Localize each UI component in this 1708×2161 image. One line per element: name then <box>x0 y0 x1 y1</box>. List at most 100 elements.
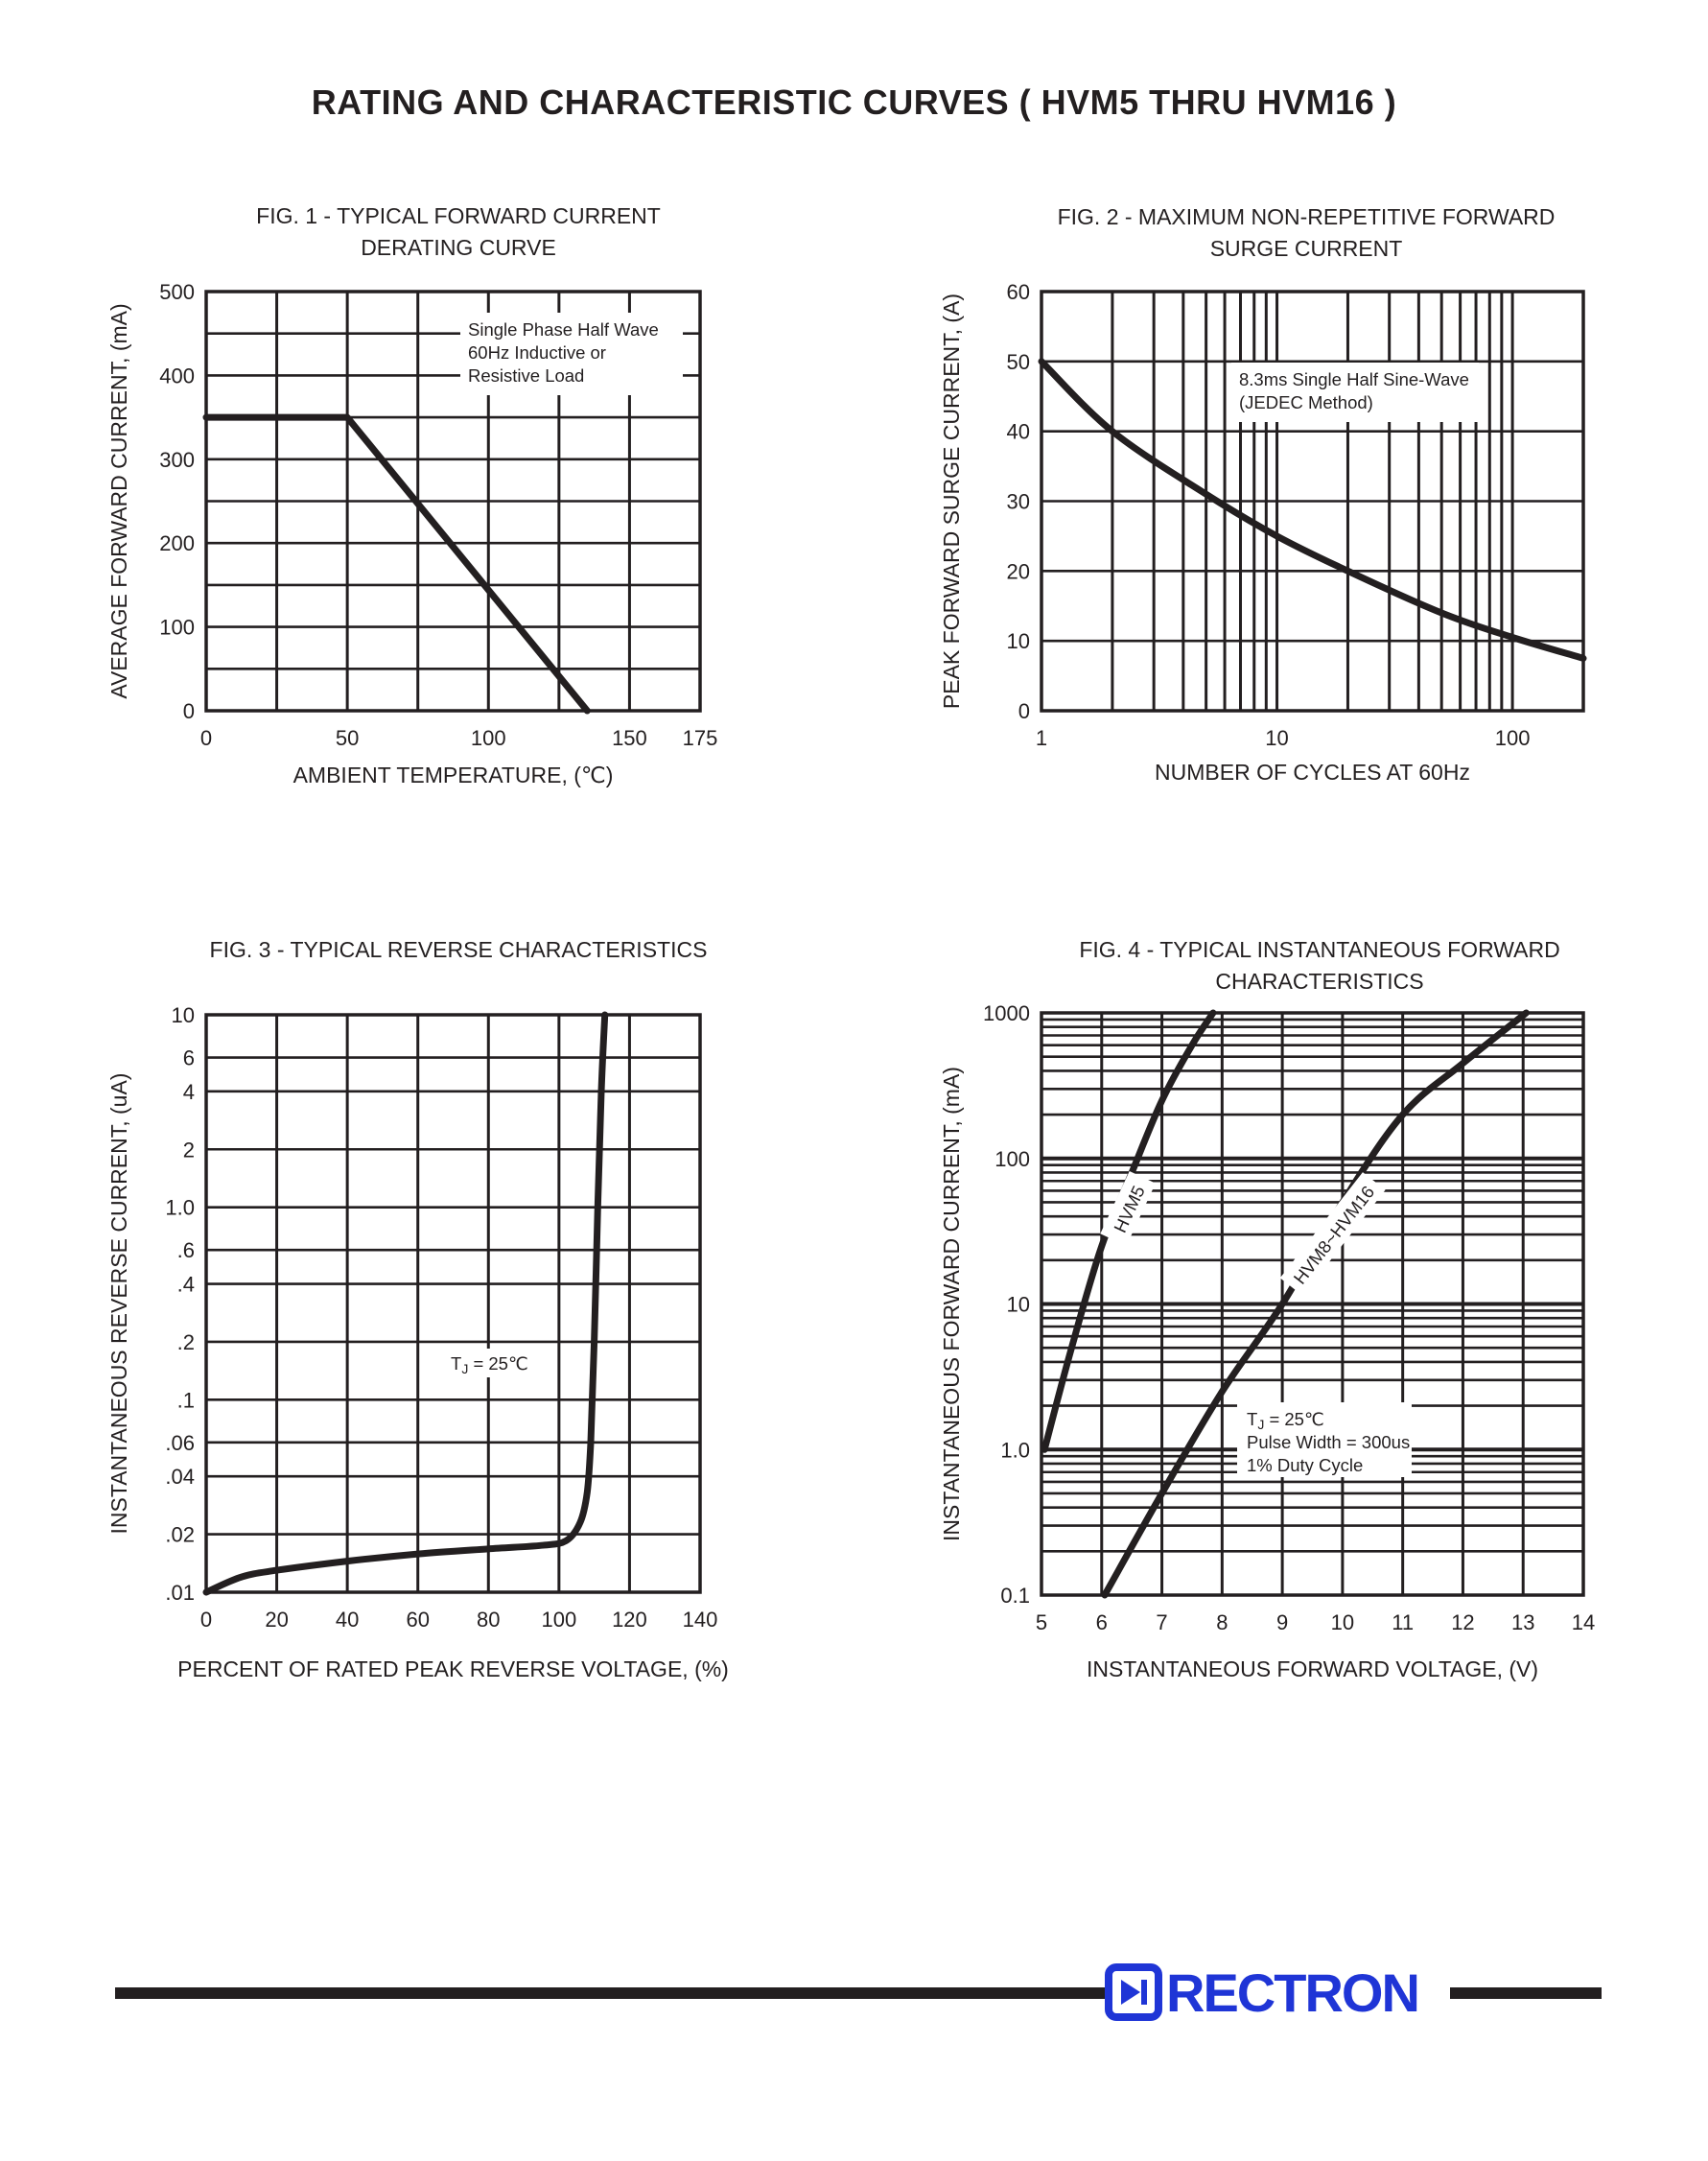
fig2-y-tick-label: 60 <box>1007 280 1030 304</box>
fig3-y-tick-label: 1.0 <box>165 1196 195 1220</box>
fig4-series-label-bg <box>1100 1170 1156 1246</box>
fig1-x-tick-label: 0 <box>200 726 212 750</box>
fig3-title-line: FIG. 3 - TYPICAL REVERSE CHARACTERISTICS <box>210 937 708 962</box>
fig4-x-tick-label: 12 <box>1451 1610 1474 1634</box>
fig4-x-tick-label: 7 <box>1156 1610 1167 1634</box>
fig1-series-0-line <box>202 413 591 715</box>
fig2-title-line: SURGE CURRENT <box>1210 236 1403 261</box>
fig3-y-tick-label: 6 <box>183 1046 195 1070</box>
fig1-x-tick-label: 150 <box>612 726 647 750</box>
fig3-chart: FIG. 3 - TYPICAL REVERSE CHARACTERISTICS… <box>106 937 729 1681</box>
fig3-y-tick-label: 10 <box>172 1003 195 1027</box>
fig3-plot-frame <box>204 1013 702 1594</box>
fig4-annotation-text: TJ = 25℃ <box>1247 1409 1324 1432</box>
fig4-annotation-box <box>1237 1402 1412 1477</box>
fig4-x-tick-label: 8 <box>1216 1610 1228 1634</box>
fig4-series-label-bg <box>1279 1172 1386 1296</box>
fig1-annotation-box <box>460 313 683 395</box>
footer-rule-left <box>115 1987 1107 1999</box>
fig3-y-tick-label: 4 <box>183 1080 195 1104</box>
fig2-x-tick-label: 1 <box>1036 726 1047 750</box>
fig2-plot-frame <box>1040 290 1585 713</box>
fig1-annotation-text: 60Hz Inductive or <box>468 342 606 363</box>
page-title: RATING AND CHARACTERISTIC CURVES ( HVM5 … <box>311 82 1397 122</box>
fig2-y-axis-title: PEAK FORWARD SURGE CURRENT, (A) <box>939 294 964 709</box>
fig4-x-tick-label: 11 <box>1392 1610 1414 1634</box>
fig2-chart: FIG. 2 - MAXIMUM NON-REPETITIVE FORWARD S… <box>939 204 1587 785</box>
fig3-x-tick-label: 100 <box>541 1608 576 1632</box>
fig1-annotation-text: Resistive Load <box>468 365 584 386</box>
fig4-x-axis-title: INSTANTANEOUS FORWARD VOLTAGE, (V) <box>1087 1656 1538 1681</box>
fig4-y-tick-label: 1000 <box>983 1001 1030 1025</box>
fig2-annotation-box <box>1231 363 1479 422</box>
fig3-x-tick-label: 40 <box>336 1608 359 1632</box>
fig1-y-tick-label: 100 <box>159 616 195 640</box>
fig4-y-tick-label: 1.0 <box>1000 1438 1030 1462</box>
fig3-annotation-text: TJ = 25℃ <box>451 1353 528 1376</box>
fig2-series-0-line <box>1038 358 1587 662</box>
fig4-y-axis-title: INSTANTANEOUS FORWARD CURRENT, (mA) <box>939 1067 964 1541</box>
fig4-x-tick-label: 14 <box>1572 1610 1595 1634</box>
fig1-y-tick-label: 0 <box>183 699 195 723</box>
fig1-x-tick-label: 50 <box>336 726 359 750</box>
rectron-diode-icon <box>1105 1963 1162 2021</box>
fig1-y-tick-label: 200 <box>159 531 195 555</box>
fig3-y-tick-label: .06 <box>165 1431 195 1455</box>
fig2-y-tick-label: 0 <box>1018 699 1030 723</box>
fig4-y-tick-label: 0.1 <box>1000 1584 1030 1608</box>
fig3-series-0-line <box>202 1011 609 1596</box>
fig2-x-tick-label: 100 <box>1495 726 1531 750</box>
fig3-y-axis-title: INSTANTANEOUS REVERSE CURRENT, (uA) <box>106 1073 131 1535</box>
fig4-x-tick-label: 13 <box>1511 1610 1534 1634</box>
fig4-x-tick-label: 6 <box>1096 1610 1108 1634</box>
fig4-chart: FIG. 4 - TYPICAL INSTANTANEOUS FORWARD CH… <box>939 937 1595 1681</box>
fig1-title-line: DERATING CURVE <box>361 235 556 260</box>
fig3-y-tick-label: .2 <box>177 1330 195 1354</box>
fig3-x-axis-title: PERCENT OF RATED PEAK REVERSE VOLTAGE, (… <box>177 1656 729 1681</box>
fig3-y-tick-label: .02 <box>165 1523 195 1547</box>
fig4-title-line: FIG. 4 - TYPICAL INSTANTANEOUS FORWARD <box>1079 937 1559 962</box>
fig4-x-tick-label: 10 <box>1331 1610 1354 1634</box>
fig1-y-axis-title: AVERAGE FORWARD CURRENT, (mA) <box>106 303 131 698</box>
fig2-y-tick-label: 20 <box>1007 559 1030 583</box>
fig1-plot-frame <box>204 290 702 713</box>
fig2-y-tick-label: 50 <box>1007 350 1030 374</box>
fig1-y-tick-label: 300 <box>159 448 195 472</box>
fig1-annotation-text: Single Phase Half Wave <box>468 319 659 340</box>
fig2-x-axis-title: NUMBER OF CYCLES AT 60Hz <box>1155 760 1470 785</box>
fig1-x-axis-title: AMBIENT TEMPERATURE, (℃) <box>293 763 614 787</box>
fig2-y-tick-label: 40 <box>1007 420 1030 444</box>
fig1-x-tick-label: 175 <box>683 726 718 750</box>
fig2-title-line: FIG. 2 - MAXIMUM NON-REPETITIVE FORWARD <box>1058 204 1556 229</box>
fig3-y-tick-label: .01 <box>165 1581 195 1605</box>
fig3-x-tick-label: 0 <box>200 1608 212 1632</box>
fig3-y-tick-label: .1 <box>177 1388 195 1412</box>
fig3-y-tick-label: 2 <box>183 1138 195 1162</box>
fig1-x-tick-label: 100 <box>471 726 506 750</box>
rectron-logo: RECTRON <box>1105 1961 1420 2023</box>
fig2-y-tick-label: 30 <box>1007 490 1030 514</box>
fig1-chart: FIG. 1 - TYPICAL FORWARD CURRENT DERATING… <box>106 203 718 787</box>
fig3-x-tick-label: 120 <box>612 1608 647 1632</box>
fig3-y-tick-label: .4 <box>177 1273 195 1297</box>
fig1-y-tick-label: 500 <box>159 280 195 304</box>
fig4-y-tick-label: 100 <box>994 1147 1030 1171</box>
fig2-y-tick-label: 10 <box>1007 629 1030 653</box>
rectron-wordmark: RECTRON <box>1166 1961 1420 2023</box>
fig2-annotation-text: 8.3ms Single Half Sine-Wave <box>1239 369 1469 389</box>
fig3-y-tick-label: .6 <box>177 1238 195 1262</box>
fig4-title-line: CHARACTERISTICS <box>1215 969 1423 994</box>
fig2-x-tick-label: 10 <box>1265 726 1288 750</box>
fig4-x-tick-label: 9 <box>1276 1610 1288 1634</box>
footer-rule-right <box>1450 1987 1602 1999</box>
fig4-annotation-text: 1% Duty Cycle <box>1247 1455 1363 1475</box>
fig3-x-tick-label: 80 <box>477 1608 500 1632</box>
fig3-annotation-box <box>443 1349 529 1377</box>
fig3-y-tick-label: .04 <box>165 1465 195 1489</box>
fig3-x-tick-label: 140 <box>683 1608 718 1632</box>
fig4-annotation-text: Pulse Width = 300us <box>1247 1432 1410 1452</box>
fig3-x-tick-label: 60 <box>406 1608 429 1632</box>
fig4-plot-frame <box>1040 1011 1585 1597</box>
fig2-annotation-text: (JEDEC Method) <box>1239 392 1373 412</box>
fig1-y-tick-label: 400 <box>159 364 195 388</box>
